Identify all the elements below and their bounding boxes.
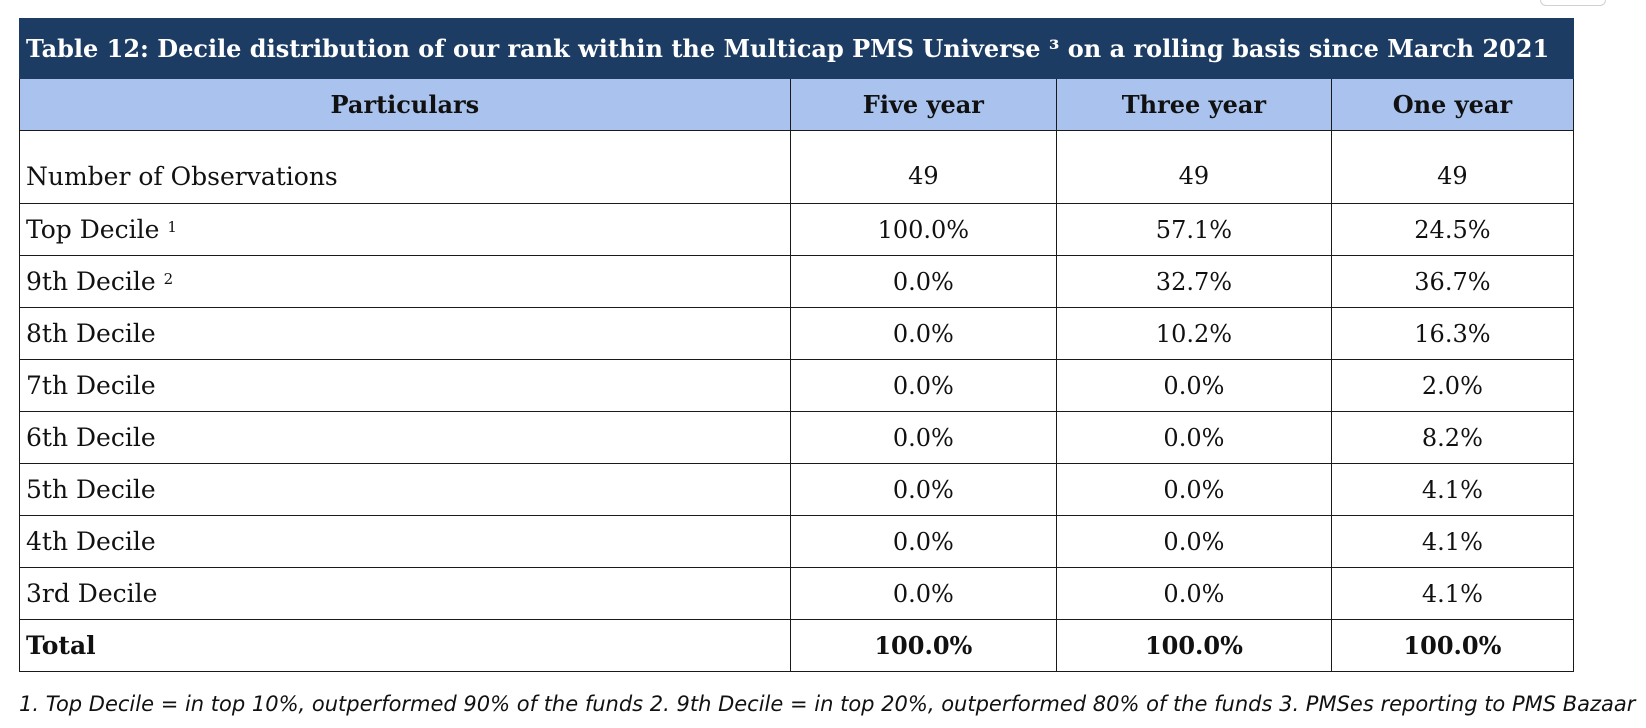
column-header-particulars: Particulars — [19, 78, 791, 131]
table-header-row: Particulars Five year Three year One yea… — [19, 78, 1575, 131]
row-label: 8th Decile — [19, 307, 791, 360]
column-header-one-year: One year — [1330, 78, 1575, 131]
cell-three-year: 0.0% — [1056, 515, 1332, 568]
cell-five-year: 0.0% — [789, 463, 1058, 516]
footnote-marker: 2 — [163, 270, 174, 288]
table-title-row: Table 12: Decile distribution of our ran… — [19, 18, 1574, 79]
cell-one-year: 4.1% — [1330, 515, 1575, 568]
row-label: 9th Decile 2 — [19, 255, 791, 308]
cell-five-year: 0.0% — [789, 515, 1058, 568]
cell-three-year: 0.0% — [1056, 463, 1332, 516]
table-row: 4th Decile 0.0% 0.0% 4.1% — [19, 515, 1575, 568]
cell-one-year: 49 — [1330, 130, 1575, 204]
row-label: 6th Decile — [19, 411, 791, 464]
window-corner-decoration — [1540, 0, 1606, 6]
cell-one-year: 4.1% — [1330, 463, 1575, 516]
cell-five-year: 49 — [789, 130, 1058, 204]
total-label: Total — [19, 619, 791, 672]
column-header-five-year: Five year — [789, 78, 1058, 131]
row-label: 7th Decile — [19, 359, 791, 412]
cell-three-year: 0.0% — [1056, 411, 1332, 464]
cell-three-year: 32.7% — [1056, 255, 1332, 308]
total-one-year: 100.0% — [1330, 619, 1575, 672]
cell-five-year: 0.0% — [789, 359, 1058, 412]
total-five-year: 100.0% — [789, 619, 1058, 672]
column-header-three-year: Three year — [1056, 78, 1332, 131]
cell-five-year: 0.0% — [789, 411, 1058, 464]
cell-one-year: 4.1% — [1330, 567, 1575, 620]
table-row: 5th Decile 0.0% 0.0% 4.1% — [19, 463, 1575, 516]
total-row: Total 100.0% 100.0% 100.0% — [19, 619, 1575, 672]
table-footnote: 1. Top Decile = in top 10%, outperformed… — [19, 692, 1636, 716]
row-label: 5th Decile — [19, 463, 791, 516]
cell-one-year: 8.2% — [1330, 411, 1575, 464]
table-row: 3rd Decile 0.0% 0.0% 4.1% — [19, 567, 1575, 620]
cell-five-year: 100.0% — [789, 203, 1058, 256]
cell-five-year: 0.0% — [789, 255, 1058, 308]
table-row: 8th Decile 0.0% 10.2% 16.3% — [19, 307, 1575, 360]
decile-distribution-table: Table 12: Decile distribution of our ran… — [19, 18, 1575, 672]
row-label: Number of Observations — [19, 130, 791, 204]
table-title: Table 12: Decile distribution of our ran… — [19, 18, 1574, 79]
table-row: Top Decile 1 100.0% 57.1% 24.5% — [19, 203, 1575, 256]
cell-three-year: 0.0% — [1056, 359, 1332, 412]
cell-five-year: 0.0% — [789, 307, 1058, 360]
cell-one-year: 24.5% — [1330, 203, 1575, 256]
row-label: 4th Decile — [19, 515, 791, 568]
cell-one-year: 16.3% — [1330, 307, 1575, 360]
table-row: Number of Observations 49 49 49 — [19, 130, 1575, 204]
cell-three-year: 49 — [1056, 130, 1332, 204]
total-three-year: 100.0% — [1056, 619, 1332, 672]
table-row: 9th Decile 2 0.0% 32.7% 36.7% — [19, 255, 1575, 308]
cell-five-year: 0.0% — [789, 567, 1058, 620]
row-label: 3rd Decile — [19, 567, 791, 620]
table-row: 7th Decile 0.0% 0.0% 2.0% — [19, 359, 1575, 412]
cell-one-year: 2.0% — [1330, 359, 1575, 412]
cell-one-year: 36.7% — [1330, 255, 1575, 308]
row-label: Top Decile 1 — [19, 203, 791, 256]
cell-three-year: 0.0% — [1056, 567, 1332, 620]
cell-three-year: 57.1% — [1056, 203, 1332, 256]
cell-three-year: 10.2% — [1056, 307, 1332, 360]
footnote-marker: 1 — [167, 218, 177, 236]
table-row: 6th Decile 0.0% 0.0% 8.2% — [19, 411, 1575, 464]
